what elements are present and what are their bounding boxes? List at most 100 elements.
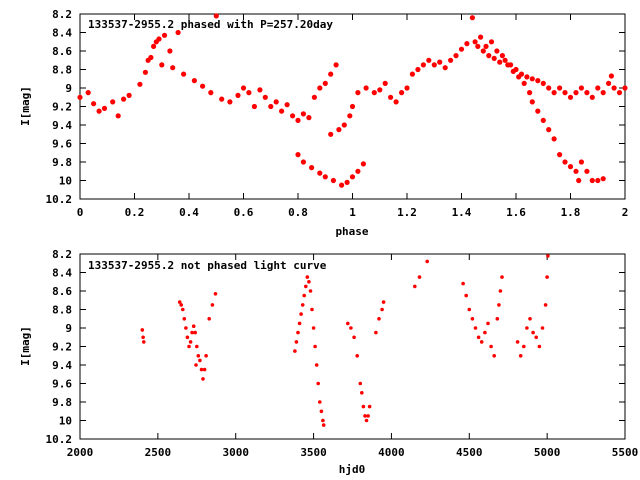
data-point [377,317,381,321]
y-tick-label: 9 [65,82,72,95]
data-point [191,324,196,329]
data-point [531,330,535,335]
data-point [535,78,541,84]
data-point [417,275,422,279]
data-point [540,80,546,86]
data-point [321,418,325,423]
data-point [319,409,324,414]
chart-title: 133537-2955.2 phased with P=257.20day [88,18,333,31]
data-point [145,57,151,63]
data-point [608,73,615,79]
data-point [344,179,350,185]
data-point [322,174,328,180]
data-point [333,62,339,68]
data-point [185,335,190,340]
data-point [317,170,323,176]
data-point [181,307,185,312]
data-point [328,71,334,77]
data-point [528,317,532,321]
data-point [527,90,533,96]
data-point [431,62,437,68]
data-point [309,165,315,171]
data-point [458,46,465,52]
data-point [494,48,500,54]
data-point [187,344,191,349]
data-point [317,85,323,91]
data-point [545,275,549,279]
data-point [179,303,183,307]
data-point [606,80,612,86]
x-tick-label: 3000 [222,446,249,459]
data-point [210,303,215,307]
data-point [546,254,550,258]
data-point [177,300,182,304]
data-point [522,344,526,349]
x-tick-label: 1.8 [561,206,581,219]
data-point [425,259,430,264]
data-point [361,404,366,409]
data-point [167,48,173,54]
data-point [616,90,623,96]
data-point [314,363,319,367]
data-point [295,117,301,123]
data-point [349,174,356,180]
data-point [360,161,366,167]
data-point [307,280,311,284]
data-point [181,71,187,77]
data-point [91,101,97,107]
y-tick-label: 9.4 [52,119,72,132]
data-point [290,113,296,119]
data-point [310,307,314,312]
data-point [311,326,316,330]
y-tick-label: 10.2 [46,433,73,446]
data-point [213,292,218,296]
y-tick-label: 10 [59,415,72,428]
x-tick-label: 4500 [456,446,483,459]
data-point [295,152,301,158]
data-point [161,32,168,38]
data-point [483,43,489,50]
data-point [540,326,545,330]
data-point [339,182,345,188]
data-point [508,62,514,68]
data-point [448,57,454,63]
tick-labels: 0 0.2 0.4 0.6 0.8 1 1.2 1.4 1.6 1.8 2 8.2 8.4 8.6 8.8 9… [46,8,629,219]
data-point [140,328,145,332]
y-tick-label: 8.8 [52,304,72,317]
data-point [200,83,206,89]
data-point [461,281,465,286]
data-point [352,335,356,340]
data-point [488,39,495,45]
data-point [567,164,574,170]
plot-frame [79,253,626,440]
data-point [470,317,475,321]
y-tick-label: 10.2 [46,193,73,206]
data-point [578,159,585,165]
data-point [101,105,108,111]
data-point [184,326,188,330]
y-tick-label: 10 [59,175,72,188]
y-tick-label: 8.4 [52,27,72,40]
data-point [191,78,197,84]
data-point [464,293,469,298]
x-axis-label: hjd0 [339,463,366,476]
data-point [426,57,432,63]
data-point [476,335,481,340]
data-point [546,85,552,91]
data-point [364,418,369,423]
data-point [371,90,377,96]
data-point [600,176,606,182]
data-point [524,74,530,80]
data-point [497,303,501,307]
y-tick-label: 9.2 [52,101,72,114]
data-point [293,349,297,353]
data-point [573,168,579,174]
data-point [595,177,601,184]
data-point [415,66,421,73]
data-point [478,34,484,40]
data-point [557,85,563,91]
unphased-light-curve-plot: 2000 2500 3000 3500 4000 4500 5000 5500 8.2 8.4 8.… [19,248,638,476]
data-point [208,90,214,96]
data-point [611,85,617,91]
data-point [299,312,303,316]
